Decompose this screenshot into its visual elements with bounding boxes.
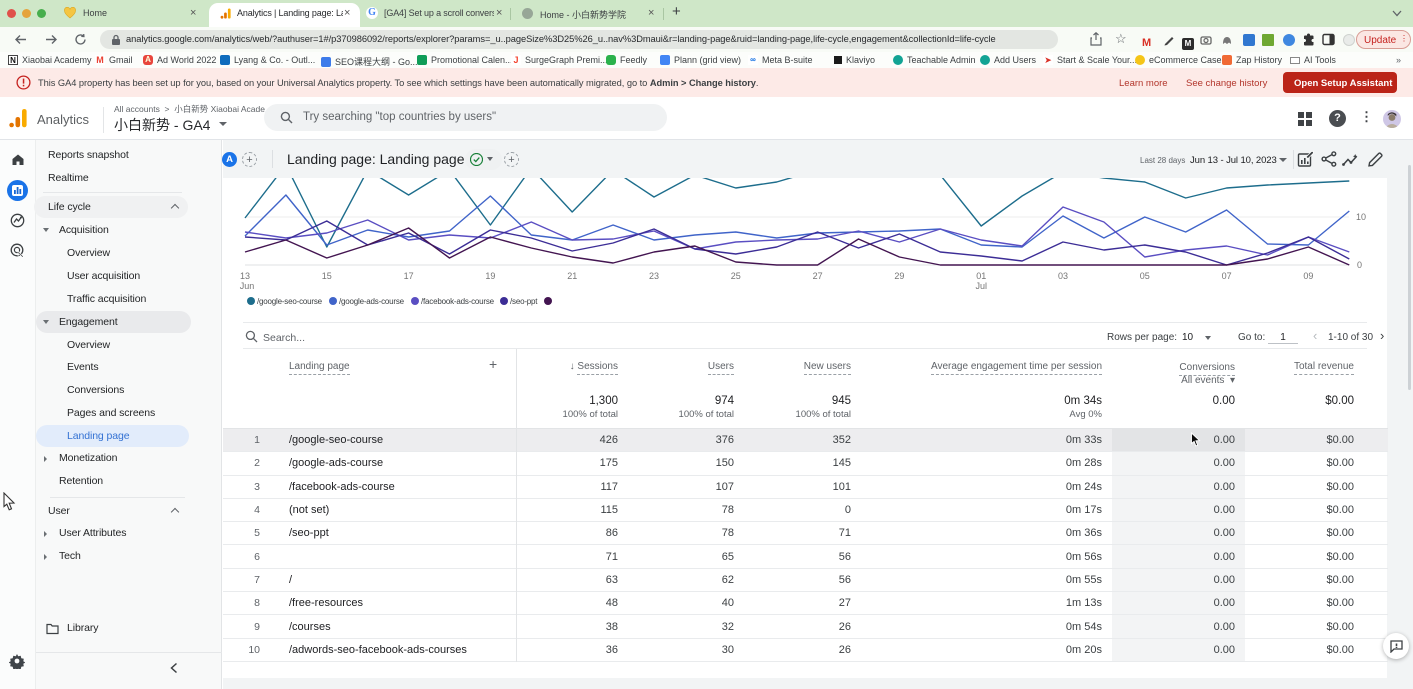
svg-text:19: 19 — [485, 271, 495, 281]
svg-text:09: 09 — [1303, 271, 1313, 281]
svg-text:Jun: Jun — [240, 281, 255, 291]
svg-text:Jul: Jul — [975, 281, 987, 291]
svg-text:05: 05 — [1140, 271, 1150, 281]
svg-text:10: 10 — [1356, 212, 1366, 222]
svg-text:01: 01 — [976, 271, 986, 281]
svg-text:25: 25 — [731, 271, 741, 281]
svg-text:03: 03 — [1058, 271, 1068, 281]
svg-text:29: 29 — [894, 271, 904, 281]
svg-text:0: 0 — [1357, 260, 1362, 270]
svg-text:23: 23 — [649, 271, 659, 281]
svg-text:13: 13 — [240, 271, 250, 281]
svg-text:07: 07 — [1222, 271, 1232, 281]
svg-text:27: 27 — [813, 271, 823, 281]
svg-text:17: 17 — [404, 271, 414, 281]
svg-text:15: 15 — [322, 271, 332, 281]
svg-text:21: 21 — [567, 271, 577, 281]
